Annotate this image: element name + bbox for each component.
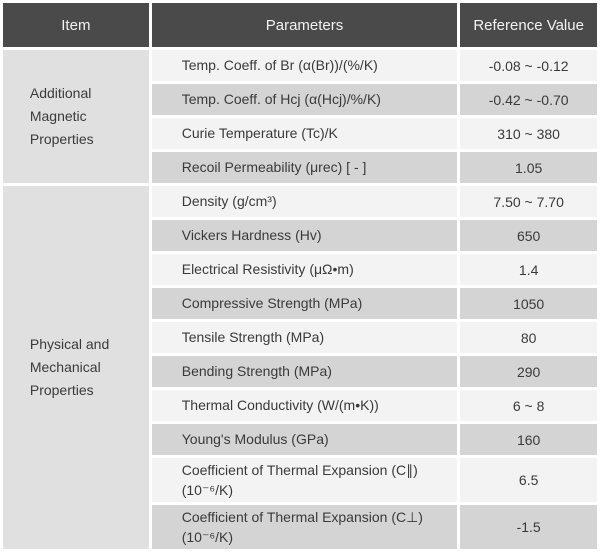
- value-cell: -0.42 ~ -0.70: [460, 84, 597, 115]
- parameter-cell: Bending Strength (MPa): [151, 356, 458, 387]
- table-row: Young's Modulus (GPa) 160: [3, 424, 597, 455]
- value-cell: 80: [460, 322, 597, 353]
- item-group-additional-magnetic: Additional Magnetic Properties: [3, 50, 149, 183]
- parameter-cell: Electrical Resistivity (μΩ•m): [151, 254, 458, 285]
- value-cell: -0.08 ~ -0.12: [460, 50, 597, 81]
- value-cell: 6.5: [460, 458, 597, 502]
- value-cell: 6 ~ 8: [460, 390, 597, 421]
- table-row: Coefficient of Thermal Expansion (C⊥) (1…: [3, 505, 597, 549]
- value-cell: 310 ~ 380: [460, 118, 597, 149]
- table-row: Physical and Mechanical Properties Densi…: [3, 186, 597, 549]
- table-row: Coefficient of Thermal Expansion (C∥) (1…: [3, 458, 597, 502]
- table-row: Electrical Resistivity (μΩ•m) 1.4: [3, 254, 597, 285]
- parameter-cell: Temp. Coeff. of Br (α(Br))/(%/K): [151, 50, 458, 81]
- table-row: Recoil Permeability (μrec) [ - ] 1.05: [3, 152, 597, 183]
- parameter-cell: Thermal Conductivity (W/(m•K)): [151, 390, 458, 421]
- header-row: Item Parameters Reference Value: [3, 3, 597, 47]
- parameter-cell: Compressive Strength (MPa): [151, 288, 458, 319]
- value-cell: 1.4: [460, 254, 597, 285]
- table-header: Item Parameters Reference Value: [3, 3, 597, 47]
- parameter-cell: Temp. Coeff. of Hcj (α(Hcj)/%/K): [151, 84, 458, 115]
- parameter-cell: Coefficient of Thermal Expansion (C∥) (1…: [151, 458, 458, 502]
- table-row: Temp. Coeff. of Hcj (α(Hcj)/%/K) -0.42 ~…: [3, 84, 597, 115]
- parameter-cell: Recoil Permeability (μrec) [ - ]: [151, 152, 458, 183]
- table-row: Curie Temperature (Tc)/K 310 ~ 380: [3, 118, 597, 149]
- parameter-cell: Vickers Hardness (Hv): [151, 220, 458, 251]
- value-cell: 650: [460, 220, 597, 251]
- parameter-cell: Young's Modulus (GPa): [151, 424, 458, 455]
- table-body: Additional Magnetic Properties Temp. Coe…: [3, 50, 597, 549]
- value-cell: -1.5: [460, 505, 597, 549]
- table-row: Compressive Strength (MPa) 1050: [3, 288, 597, 319]
- table-row: Tensile Strength (MPa) 80: [3, 322, 597, 353]
- header-item: Item: [3, 3, 149, 47]
- value-cell: 160: [460, 424, 597, 455]
- value-cell: 1.05: [460, 152, 597, 183]
- table-row: Thermal Conductivity (W/(m•K)) 6 ~ 8: [3, 390, 597, 421]
- item-group-physical-mechanical: Physical and Mechanical Properties: [3, 186, 149, 549]
- value-cell: 7.50 ~ 7.70: [460, 186, 597, 217]
- table-row: Bending Strength (MPa) 290: [3, 356, 597, 387]
- parameter-cell: Density (g/cm³): [151, 186, 458, 217]
- header-reference-value: Reference Value: [460, 3, 597, 47]
- header-parameters: Parameters: [151, 3, 458, 47]
- table-row: Vickers Hardness (Hv) 650: [3, 220, 597, 251]
- item-group-label: Physical and Mechanical Properties: [29, 335, 110, 399]
- parameter-cell: Curie Temperature (Tc)/K: [151, 118, 458, 149]
- table-row: Additional Magnetic Properties Temp. Coe…: [3, 50, 597, 183]
- item-group-label: Additional Magnetic Properties: [29, 84, 94, 148]
- value-cell: 290: [460, 356, 597, 387]
- parameter-cell: Coefficient of Thermal Expansion (C⊥) (1…: [151, 505, 458, 549]
- parameter-cell: Tensile Strength (MPa): [151, 322, 458, 353]
- value-cell: 1050: [460, 288, 597, 319]
